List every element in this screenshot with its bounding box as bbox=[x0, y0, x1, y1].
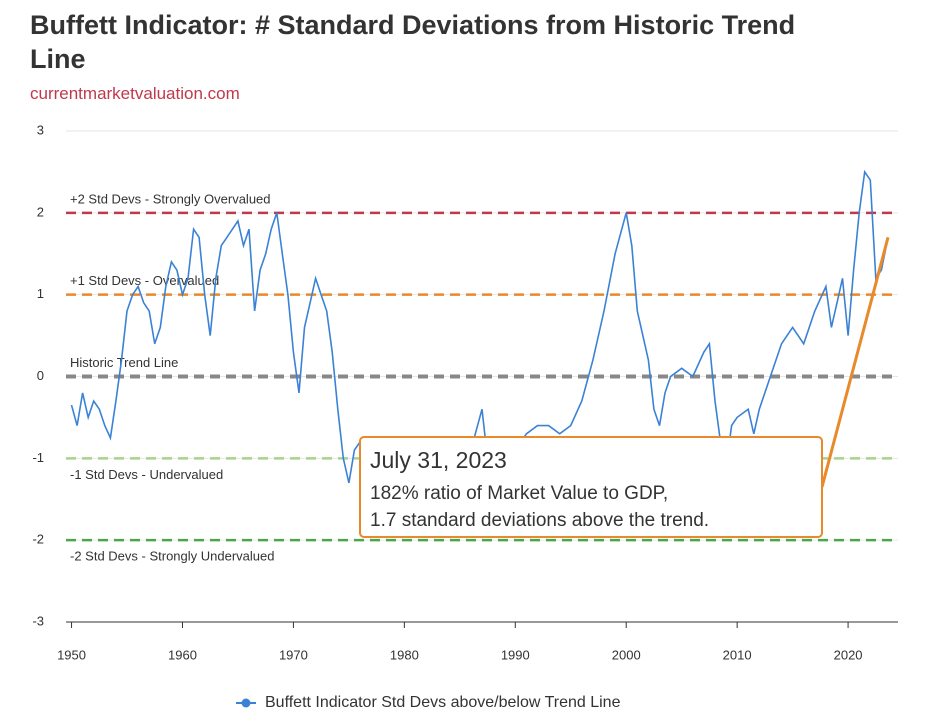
reference-label: -2 Std Devs - Strongly Undervalued bbox=[70, 549, 274, 564]
annotation-arrow bbox=[820, 236, 890, 488]
x-tick-label: 1980 bbox=[390, 647, 419, 662]
reference-label: +2 Std Devs - Strongly Overvalued bbox=[70, 191, 271, 206]
reference-label: -1 Std Devs - Undervalued bbox=[70, 467, 223, 482]
y-tick-label: 0 bbox=[37, 368, 44, 383]
y-tick-label: 3 bbox=[37, 122, 44, 137]
y-tick-label: 1 bbox=[37, 286, 44, 301]
annotation-box bbox=[359, 436, 823, 538]
y-tick-label: 2 bbox=[37, 204, 44, 219]
legend-marker bbox=[241, 698, 251, 708]
y-tick-label: -3 bbox=[32, 613, 44, 628]
x-tick-label: 2010 bbox=[723, 647, 752, 662]
x-tick-label: 1950 bbox=[57, 647, 86, 662]
x-tick-label: 1970 bbox=[279, 647, 308, 662]
x-tick-label: 2000 bbox=[612, 647, 641, 662]
annotation-title: July 31, 2023 bbox=[370, 447, 507, 473]
annotation-text: 1.7 standard deviations above the trend. bbox=[370, 510, 709, 531]
chart-subtitle: currentmarketvaluation.com bbox=[30, 84, 240, 103]
annotation-text: 182% ratio of Market Value to GDP, bbox=[370, 483, 668, 504]
x-tick-label: 2020 bbox=[834, 647, 863, 662]
y-tick-label: -1 bbox=[32, 450, 44, 465]
legend-label: Buffett Indicator Std Devs above/below T… bbox=[265, 694, 621, 711]
x-tick-label: 1960 bbox=[168, 647, 197, 662]
x-tick-label: 1990 bbox=[501, 647, 530, 662]
chart-title: Buffett Indicator: # Standard Deviations… bbox=[30, 10, 796, 74]
y-tick-label: -2 bbox=[32, 532, 44, 547]
reference-label: Historic Trend Line bbox=[70, 355, 178, 370]
reference-label: +1 Std Devs - Overvalued bbox=[70, 273, 219, 288]
